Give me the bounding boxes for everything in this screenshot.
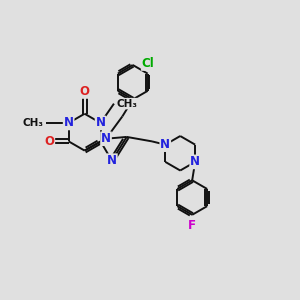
Text: N: N xyxy=(107,154,117,167)
Text: CH₃: CH₃ xyxy=(22,118,44,128)
Text: F: F xyxy=(188,219,196,232)
Text: N: N xyxy=(160,138,170,151)
Text: N: N xyxy=(190,155,200,168)
Text: CH₃: CH₃ xyxy=(117,99,138,109)
Text: O: O xyxy=(44,135,54,148)
Text: N: N xyxy=(101,132,111,145)
Text: O: O xyxy=(80,85,90,98)
Text: N: N xyxy=(64,116,74,130)
Text: Cl: Cl xyxy=(142,57,154,70)
Text: N: N xyxy=(96,116,106,130)
